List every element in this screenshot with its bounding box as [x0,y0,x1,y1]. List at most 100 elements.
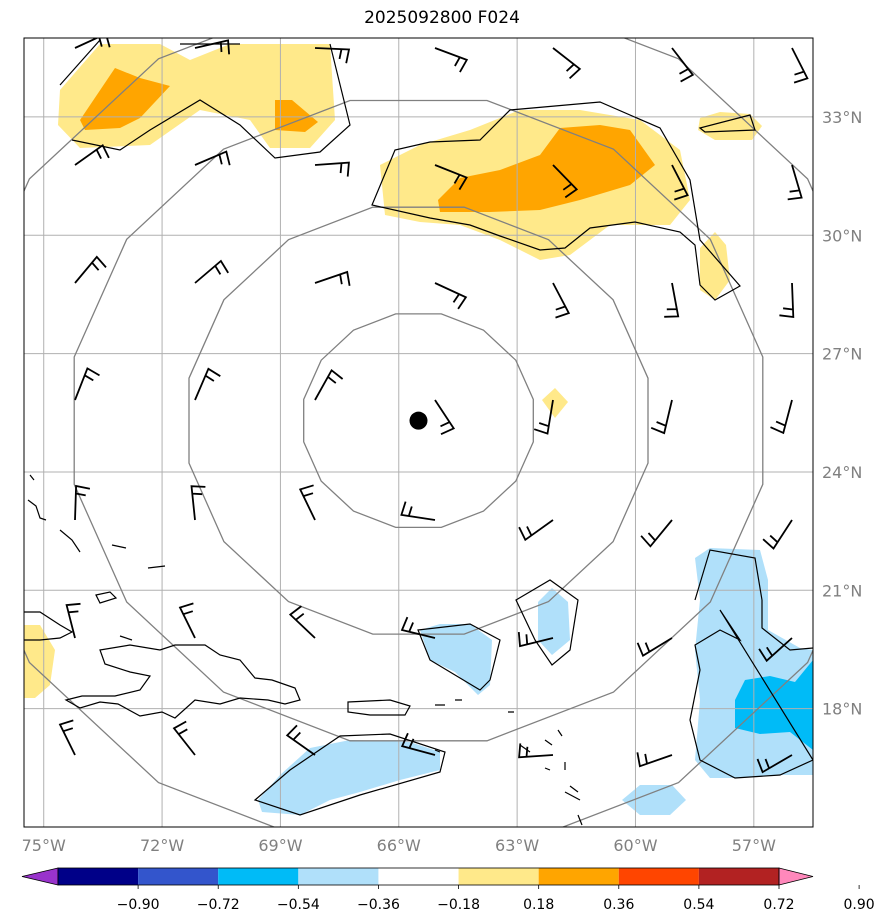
wind-barb [194,150,231,166]
coastlines [24,39,813,826]
wind-barb [285,724,316,756]
wind-barb [552,164,579,199]
colorbar-tick-label: 0.36 [603,897,634,913]
wind-barb [74,38,111,49]
colorbar: −0.90 −0.72 −0.54 −0.36 −0.18 0.18 0.36 0.54 0.7… [21,867,875,913]
wind-barb [762,519,793,550]
wind-barb [770,399,793,435]
wind-barb [650,399,673,435]
wind-barb [434,399,456,436]
wind-barb [671,164,689,201]
wind-barb [434,47,469,73]
wind-barb [288,605,316,639]
negative-anomaly-region [622,785,686,815]
coastline-lesser-antilles [434,699,583,826]
wind-barb [74,367,100,401]
range-ring [73,99,764,742]
colorbar-tick-label: 0.54 [683,897,714,913]
negative-anomaly-region [258,740,440,815]
longitude-axis: 75°W 72°W 69°W 66°W 63°W 60°W 57°W [22,836,776,855]
range-ring [188,206,649,635]
longitude-tick-label: 60°W [613,836,657,855]
map-title: 2025092800 F024 [364,8,520,28]
plot-frame [23,37,814,828]
negative-anomaly-region [420,624,492,695]
wind-barb [400,732,436,756]
wind-barb [636,637,673,658]
colorbar-tick-label: −0.18 [437,897,480,913]
wind-barbs [58,38,809,774]
latitude-axis: 18°N 21°N 24°N 27°N 30°N 33°N [822,108,862,719]
wind-barb [533,399,554,435]
longitude-tick-label: 66°W [377,836,421,855]
colorbar-segment [58,868,139,885]
positive-anomaly-region [542,388,568,418]
wind-barb [791,47,809,84]
wind-barb [671,47,695,83]
contour-outline [689,549,813,779]
wind-barb [74,143,110,166]
range-rings [24,38,813,827]
wind-barb [194,259,229,284]
colorbar-frame [57,867,780,886]
coastline-puerto-rico [347,699,411,716]
latitude-tick-label: 27°N [822,345,862,364]
colorbar-segment [218,868,299,885]
wind-barb [314,368,344,401]
wind-barb [74,484,91,521]
wind-barb [758,637,793,663]
wind-barb [314,161,350,177]
longitude-tick-label: 72°W [140,836,184,855]
contour-outline [515,579,579,666]
colorbar-extend-low [21,867,59,886]
wind-barb [552,282,571,319]
wind-barb [787,164,803,201]
wind-barb [636,752,673,768]
coastline-bermuda-box [698,114,756,133]
wind-barb [172,720,196,756]
wind-barb [400,501,436,521]
wind-barb [190,485,206,521]
wind-barb [517,632,554,648]
longitude-tick-label: 75°W [22,836,66,855]
coastline-bahamas [27,474,166,641]
wind-barb [58,719,76,756]
wind-barb [434,282,468,310]
wind-barb [314,270,351,286]
wind-barb [298,484,316,521]
colorbar-tick-label: 0.90 [844,897,875,913]
contour-outline [417,623,501,691]
wind-barb [779,282,795,319]
colorbar-tick-label: 0.72 [763,897,794,913]
colorbar-tick-label: −0.54 [277,897,320,913]
longitude-tick-label: 57°W [732,836,776,855]
longitude-tick-label: 63°W [495,836,539,855]
wind-barb [640,519,673,548]
wind-barb [518,743,554,759]
coastline-cuba [24,611,74,641]
colorbar-segment [378,868,459,885]
colorbar-segment [538,868,619,885]
wind-barb [194,367,221,401]
wind-barb [74,255,107,284]
latitude-tick-label: 30°N [822,226,862,245]
colorbar-segment [698,868,779,885]
wind-barb [178,602,196,639]
colorbar-segment [618,868,699,885]
colorbar-segment [298,868,379,885]
wind-barb [314,47,351,64]
wind-barb [552,47,582,80]
colorbar-tick-label: −0.90 [117,897,160,913]
range-ring [303,313,534,529]
wind-barb [194,39,230,55]
range-ring [24,38,813,827]
wind-barb [434,164,468,191]
positive-anomaly-core [80,68,170,130]
negative-anomaly-region [538,588,570,655]
latitude-tick-label: 33°N [822,108,862,127]
latitude-tick-label: 21°N [822,581,862,600]
colorbar-tick-label: 0.18 [523,897,554,913]
positive-anomaly-core [438,125,655,212]
wind-barb [400,616,436,639]
